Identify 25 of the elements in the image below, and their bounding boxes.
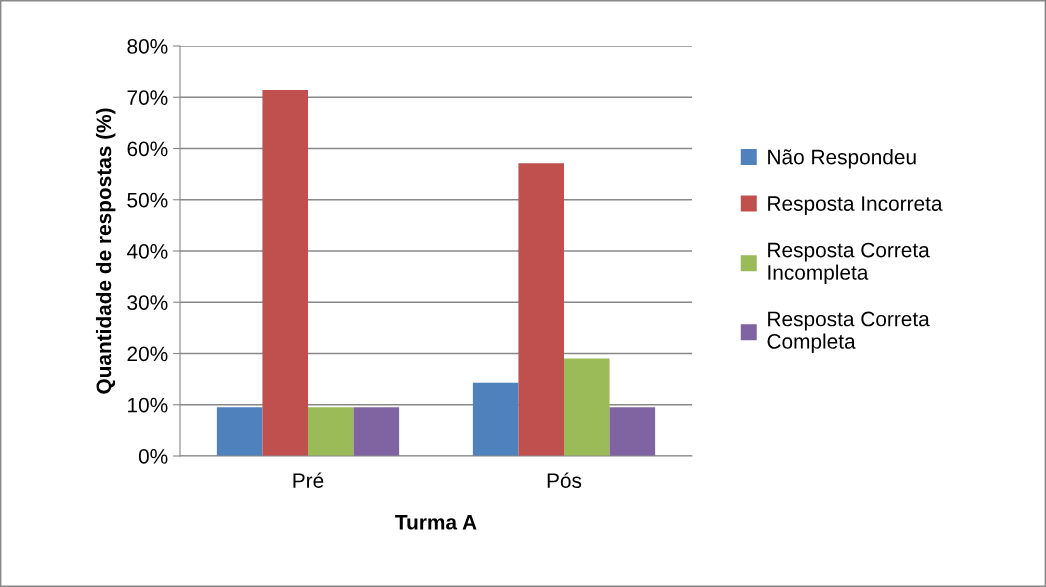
y-tick-label: 0%	[138, 449, 168, 464]
bar	[262, 90, 308, 456]
bar	[308, 407, 354, 456]
y-tick-label: 30%	[127, 295, 168, 310]
legend-label: Resposta Incorreta	[768, 196, 943, 216]
x-tick-label: Pré	[293, 472, 324, 488]
legend-label: Não Respondeu	[768, 149, 916, 169]
bar	[518, 163, 564, 456]
y-tick-label: 20%	[127, 346, 168, 362]
bar	[216, 407, 263, 456]
y-tick-label: 80%	[127, 39, 168, 54]
y-axis-title: Quantidade de respostas (%)	[95, 108, 116, 394]
bar	[353, 407, 400, 456]
y-tick-label: 40%	[126, 244, 168, 259]
x-tick-label: Pós	[547, 472, 582, 488]
bar	[472, 382, 519, 456]
bar	[564, 358, 610, 456]
y-tick-label: 10%	[128, 397, 168, 413]
y-tick-label: 60%	[127, 141, 168, 157]
y-tick-label: 70%	[127, 90, 168, 105]
legend-label: Resposta Correta Incompleta	[768, 242, 930, 284]
legend-label: Resposta Correta Completa	[767, 311, 930, 353]
y-tick-label: 50%	[127, 192, 168, 208]
bar	[609, 407, 656, 456]
x-axis-title: Turma A	[395, 515, 477, 530]
